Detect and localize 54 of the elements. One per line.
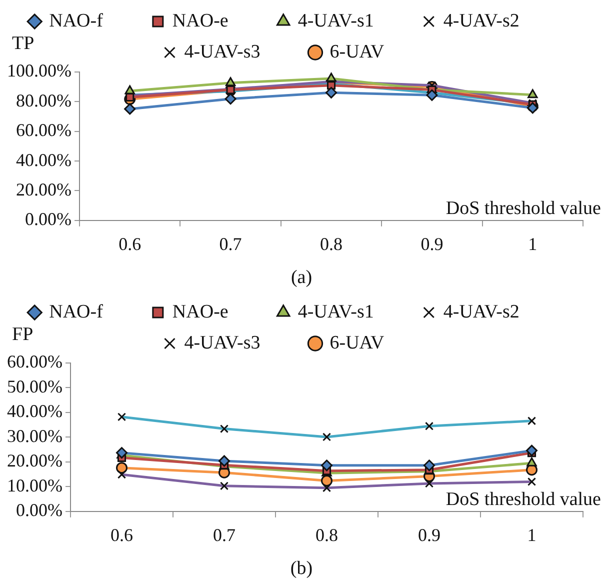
- y-tick-label: 10.00%: [6, 475, 62, 496]
- legend-label: 6-UAV: [330, 41, 422, 62]
- x-tick-label: 0.9: [420, 234, 444, 254]
- point: [320, 460, 332, 472]
- y-tick-label: 50.00%: [6, 376, 62, 396]
- x-tick-label: 0.6: [110, 524, 133, 545]
- point: [526, 444, 538, 456]
- point: [426, 89, 438, 101]
- y-tick-label: 60.00%: [6, 352, 62, 372]
- point: [116, 462, 128, 474]
- y-tick-label: 100.00%: [6, 60, 72, 81]
- legend-label: 4-UAV-s1: [298, 10, 412, 32]
- y-tick-label: 80.00%: [16, 90, 72, 110]
- y-tick-label: 40.00%: [6, 401, 62, 422]
- y-tick-label: 0.00%: [16, 500, 62, 520]
- y-axis-title: FP: [12, 324, 34, 345]
- y-tick-label: 20.00%: [6, 450, 62, 471]
- point: [224, 93, 236, 105]
- x-tick-label: 0.6: [118, 234, 142, 254]
- legend-label: 4-UAV-s2: [443, 10, 558, 32]
- y-tick-label: 0.00%: [24, 209, 72, 230]
- point: [528, 89, 538, 98]
- text: (a): [290, 266, 314, 290]
- point: [218, 455, 230, 467]
- x-axis-title: DoS threshold value: [446, 488, 601, 510]
- x-tick-label: 0.9: [418, 524, 440, 545]
- y-tick-label: 60.00%: [16, 120, 72, 140]
- point: [526, 457, 537, 466]
- x-tick-label: 0.8: [315, 524, 338, 545]
- legend-label: NAO-f: [49, 10, 141, 32]
- x-tick-label: 0.7: [212, 524, 236, 545]
- point: [325, 86, 337, 98]
- y-tick-label: 30.00%: [6, 426, 62, 446]
- legend-label: 6-UAV: [330, 332, 422, 354]
- y-axis-title: TP: [12, 32, 34, 54]
- y-tick-label: 20.00%: [16, 179, 72, 200]
- point: [326, 72, 336, 82]
- text: (b): [289, 557, 314, 581]
- x-tick-label: 0.8: [320, 234, 342, 254]
- legend-label: 4-UAV-s3: [184, 332, 298, 354]
- legend-label: 4-UAV-s2: [443, 301, 558, 322]
- legend-label: 4-UAV-s3: [184, 41, 298, 62]
- legend-label: 4-UAV-s1: [298, 301, 412, 322]
- point: [124, 103, 136, 115]
- y-tick-label: 40.00%: [16, 150, 72, 170]
- x-axis-title: DoS threshold value: [446, 198, 601, 219]
- point: [225, 77, 236, 86]
- legend-label: NAO-f: [49, 301, 141, 322]
- x-tick-label: 1: [527, 524, 536, 545]
- legend-label: NAO-e: [172, 10, 266, 32]
- legend-label: NAO-e: [172, 301, 266, 322]
- point: [424, 460, 435, 472]
- x-tick-label: 1: [528, 234, 538, 254]
- x-tick-label: 0.7: [219, 234, 242, 254]
